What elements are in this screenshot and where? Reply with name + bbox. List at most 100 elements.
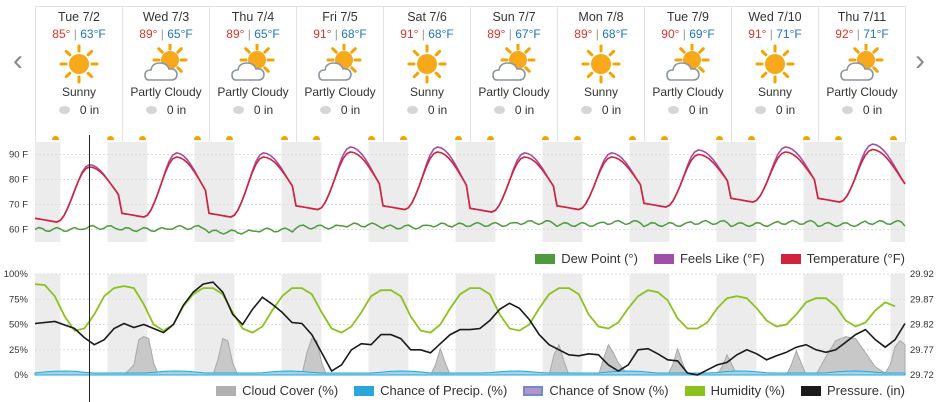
day-label: Thu 7/4 bbox=[231, 10, 275, 24]
time-cursor-line[interactable] bbox=[89, 135, 90, 402]
night-band bbox=[542, 142, 557, 242]
day-column[interactable]: Thu 7/11 92° | 71°F Partly Cloudy 0 in bbox=[819, 7, 906, 143]
precip-value: 0 in bbox=[79, 103, 100, 117]
precip-drop-icon bbox=[319, 106, 331, 114]
precip-value: 0 in bbox=[775, 103, 796, 117]
legend-dew-point[interactable]: Dew Point (°) bbox=[535, 251, 638, 266]
precip-amount: 0 in bbox=[123, 103, 209, 117]
partly-cloudy-icon bbox=[230, 42, 276, 84]
low-temp: 65°F bbox=[167, 27, 193, 41]
precip-chance-swatch bbox=[354, 385, 375, 396]
day-temps: 90° | 69°F bbox=[645, 27, 731, 41]
y-tick-label-right: 29.82 bbox=[910, 320, 934, 331]
y-tick-label-left: 100% bbox=[4, 269, 29, 280]
temp-separator: | bbox=[766, 27, 777, 41]
sunset-icon bbox=[455, 136, 462, 140]
low-temp: 67°F bbox=[515, 27, 541, 41]
sunset-icon bbox=[716, 136, 723, 140]
night-band bbox=[557, 142, 583, 242]
legend-feels-like[interactable]: Feels Like (°F) bbox=[653, 251, 765, 266]
high-temp: 89° bbox=[139, 27, 158, 41]
y-tick-label: 80 F bbox=[9, 175, 28, 186]
night-band bbox=[455, 142, 470, 242]
temp-separator: | bbox=[244, 27, 255, 41]
precip-value: 0 in bbox=[601, 103, 622, 117]
night-band bbox=[644, 142, 670, 242]
dew-point-line bbox=[34, 219, 906, 235]
sunrise-icon bbox=[313, 136, 320, 140]
low-temp: 68°F bbox=[602, 27, 628, 41]
day-column[interactable]: Wed 7/10 91° | 71°F Sunny 0 in bbox=[732, 7, 819, 143]
day-label: Sat 7/6 bbox=[407, 10, 447, 24]
low-temp: 68°F bbox=[341, 27, 367, 41]
day-column[interactable]: Wed 7/3 89° | 65°F Partly Cloudy 0 in bbox=[123, 7, 210, 143]
next-days-button[interactable]: › bbox=[915, 44, 925, 77]
night-band bbox=[368, 142, 383, 242]
precip-value: 0 in bbox=[427, 103, 448, 117]
sunset-icon bbox=[107, 136, 114, 140]
precip-amount: 0 in bbox=[819, 103, 905, 117]
day-column[interactable]: Sat 7/6 91° | 68°F Sunny 0 in bbox=[384, 7, 471, 143]
temp-separator: | bbox=[157, 27, 168, 41]
night-band bbox=[890, 142, 905, 242]
day-label: Sun 7/7 bbox=[492, 10, 536, 24]
sunrise-icon bbox=[487, 136, 494, 140]
night-band bbox=[731, 142, 757, 242]
legend-precip-chance[interactable]: Chance of Precip. (%) bbox=[354, 383, 507, 398]
humidity-swatch bbox=[684, 385, 705, 396]
high-temp: 91° bbox=[748, 27, 767, 41]
partly-cloudy-icon bbox=[491, 42, 537, 84]
legend-feels-like-label: Feels Like (°F) bbox=[679, 251, 765, 266]
day-temps: 89° | 65°F bbox=[123, 27, 209, 41]
day-column[interactable]: Thu 7/4 89° | 65°F Partly Cloudy 0 in bbox=[210, 7, 297, 143]
y-tick-label-left: 25% bbox=[9, 345, 29, 356]
low-temp: 69°F bbox=[689, 27, 715, 41]
partly-cloudy-icon bbox=[665, 42, 711, 84]
day-temps: 91° | 68°F bbox=[297, 27, 383, 41]
y-tick-label-right: 29.77 bbox=[910, 345, 934, 356]
legend-humidity[interactable]: Humidity (%) bbox=[684, 383, 785, 398]
precip-drop-icon bbox=[754, 106, 766, 114]
dew-point-swatch bbox=[535, 253, 556, 264]
high-temp: 89° bbox=[226, 27, 245, 41]
legend-cloud-cover[interactable]: Cloud Cover (%) bbox=[216, 383, 338, 398]
day-column[interactable]: Sun 7/7 89° | 67°F Partly Cloudy 0 in bbox=[471, 7, 558, 143]
day-column[interactable]: Fri 7/5 91° | 68°F Partly Cloudy 0 in bbox=[297, 7, 384, 143]
legend-snow-chance[interactable]: Chance of Snow (%) bbox=[523, 383, 669, 398]
precip-amount: 0 in bbox=[732, 103, 818, 117]
day-temps: 91° | 71°F bbox=[732, 27, 818, 41]
night-band bbox=[803, 142, 818, 242]
precip-value: 0 in bbox=[688, 103, 709, 117]
legend-pressure[interactable]: Pressure. (in) bbox=[800, 383, 905, 398]
day-column[interactable]: Tue 7/2 85° | 63°F Sunny 0 in bbox=[36, 7, 123, 143]
precip-drop-icon bbox=[580, 106, 592, 114]
night-band bbox=[35, 142, 61, 242]
precip-amount: 0 in bbox=[558, 103, 644, 117]
sunset-icon bbox=[542, 136, 549, 140]
sunset-icon bbox=[890, 136, 897, 140]
day-column[interactable]: Tue 7/9 90° | 69°F Partly Cloudy 0 in bbox=[645, 7, 732, 143]
precip-amount: 0 in bbox=[384, 103, 470, 117]
partly-cloudy-icon bbox=[317, 42, 363, 84]
precip-amount: 0 in bbox=[297, 103, 383, 117]
condition-text: Partly Cloudy bbox=[217, 85, 289, 99]
previous-days-button[interactable]: ‹ bbox=[13, 44, 23, 77]
night-band bbox=[209, 142, 235, 242]
high-temp: 85° bbox=[52, 27, 71, 41]
day-temps: 89° | 68°F bbox=[558, 27, 644, 41]
night-band bbox=[296, 142, 322, 242]
condition-text: Sunny bbox=[583, 85, 619, 99]
precip-value: 0 in bbox=[340, 103, 361, 117]
cloud-cover-swatch bbox=[216, 385, 237, 396]
condition-text: Partly Cloudy bbox=[826, 85, 898, 99]
precip-drop-icon bbox=[58, 106, 70, 114]
legend-temperature[interactable]: Temperature (°F) bbox=[780, 251, 905, 266]
day-column[interactable]: Mon 7/8 89° | 68°F Sunny 0 in bbox=[558, 7, 645, 143]
precip-chance-area bbox=[34, 370, 906, 376]
snow-chance-swatch bbox=[523, 385, 544, 396]
legend-temperature-label: Temperature (°F) bbox=[806, 251, 905, 266]
pressure-swatch bbox=[800, 385, 821, 396]
y-tick-label-left: 0% bbox=[14, 370, 28, 380]
low-temp: 63°F bbox=[80, 27, 106, 41]
temperature-chart: 90 F 80 F 70 F 60 F bbox=[9, 142, 906, 242]
